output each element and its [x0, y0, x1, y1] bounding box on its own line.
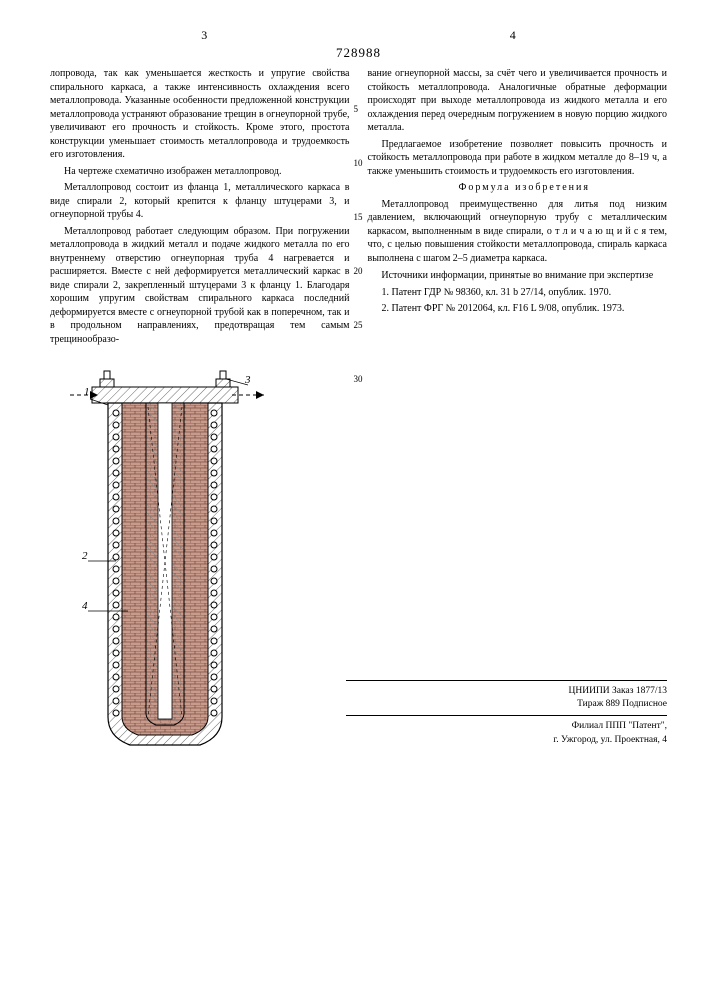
svg-text:4: 4	[82, 600, 88, 612]
para: лопровода, так как уменьшается жесткость…	[50, 67, 350, 162]
pub-line: Филиал ППП "Патент",	[346, 720, 667, 733]
line-number: 30	[354, 375, 363, 384]
line-number: 20	[354, 267, 363, 276]
formula-text: Металлопровод преимущественно для литья …	[368, 198, 668, 266]
left-column: лопровода, так как уменьшается жесткость…	[50, 67, 350, 349]
publication-info-block: ЦНИИПИ Заказ 1877/13 Тираж 889 Подписное…	[346, 357, 667, 757]
pub-line: ЦНИИПИ Заказ 1877/13	[346, 685, 667, 698]
line-number: 15	[354, 213, 363, 222]
figure-container: 1 2 3 4	[50, 357, 346, 757]
page-right-number: 4	[359, 28, 668, 43]
page: 3 4 728988 лопровода, так как уменьшаетс…	[0, 0, 707, 1000]
two-column-body: лопровода, так как уменьшается жесткость…	[50, 67, 667, 349]
right-column: 5 10 15 20 25 30 вание огнеупорной массы…	[368, 67, 668, 349]
source-item: 2. Патент ФРГ № 2012064, кл. F16 L 9/08,…	[368, 302, 668, 316]
sources-heading: Источники информации, принятые во вниман…	[368, 269, 668, 283]
line-number: 10	[354, 159, 363, 168]
line-number: 5	[354, 105, 359, 114]
para: На чертеже схематично изображен металлоп…	[50, 165, 350, 179]
para: Металлопровод работает следующим образом…	[50, 225, 350, 347]
line-number: 25	[354, 321, 363, 330]
figure-row: 1 2 3 4 ЦНИИПИ Заказ 1877/13 Тираж 889 Подп…	[50, 357, 667, 757]
para: Предлагаемое изобретение позволяет повыс…	[368, 138, 668, 179]
pub-line: г. Ужгород, ул. Проектная, 4	[346, 734, 667, 747]
para: вание огнеупорной массы, за счёт чего и …	[368, 67, 668, 135]
document-number: 728988	[50, 45, 667, 61]
pub-line: Тираж 889 Подписное	[346, 698, 667, 711]
column-header-row: 3 4	[50, 28, 667, 43]
svg-text:1: 1	[84, 386, 90, 398]
source-item: 1. Патент ГДР № 98360, кл. 31 b 27/14, о…	[368, 286, 668, 300]
para: Металлопровод состоит из фланца 1, метал…	[50, 181, 350, 222]
page-left-number: 3	[50, 28, 359, 43]
formula-heading: Формула изобретения	[368, 181, 668, 195]
figure-svg: 1 2 3 4	[50, 357, 280, 757]
svg-text:3: 3	[244, 374, 251, 386]
svg-text:2: 2	[82, 550, 88, 562]
